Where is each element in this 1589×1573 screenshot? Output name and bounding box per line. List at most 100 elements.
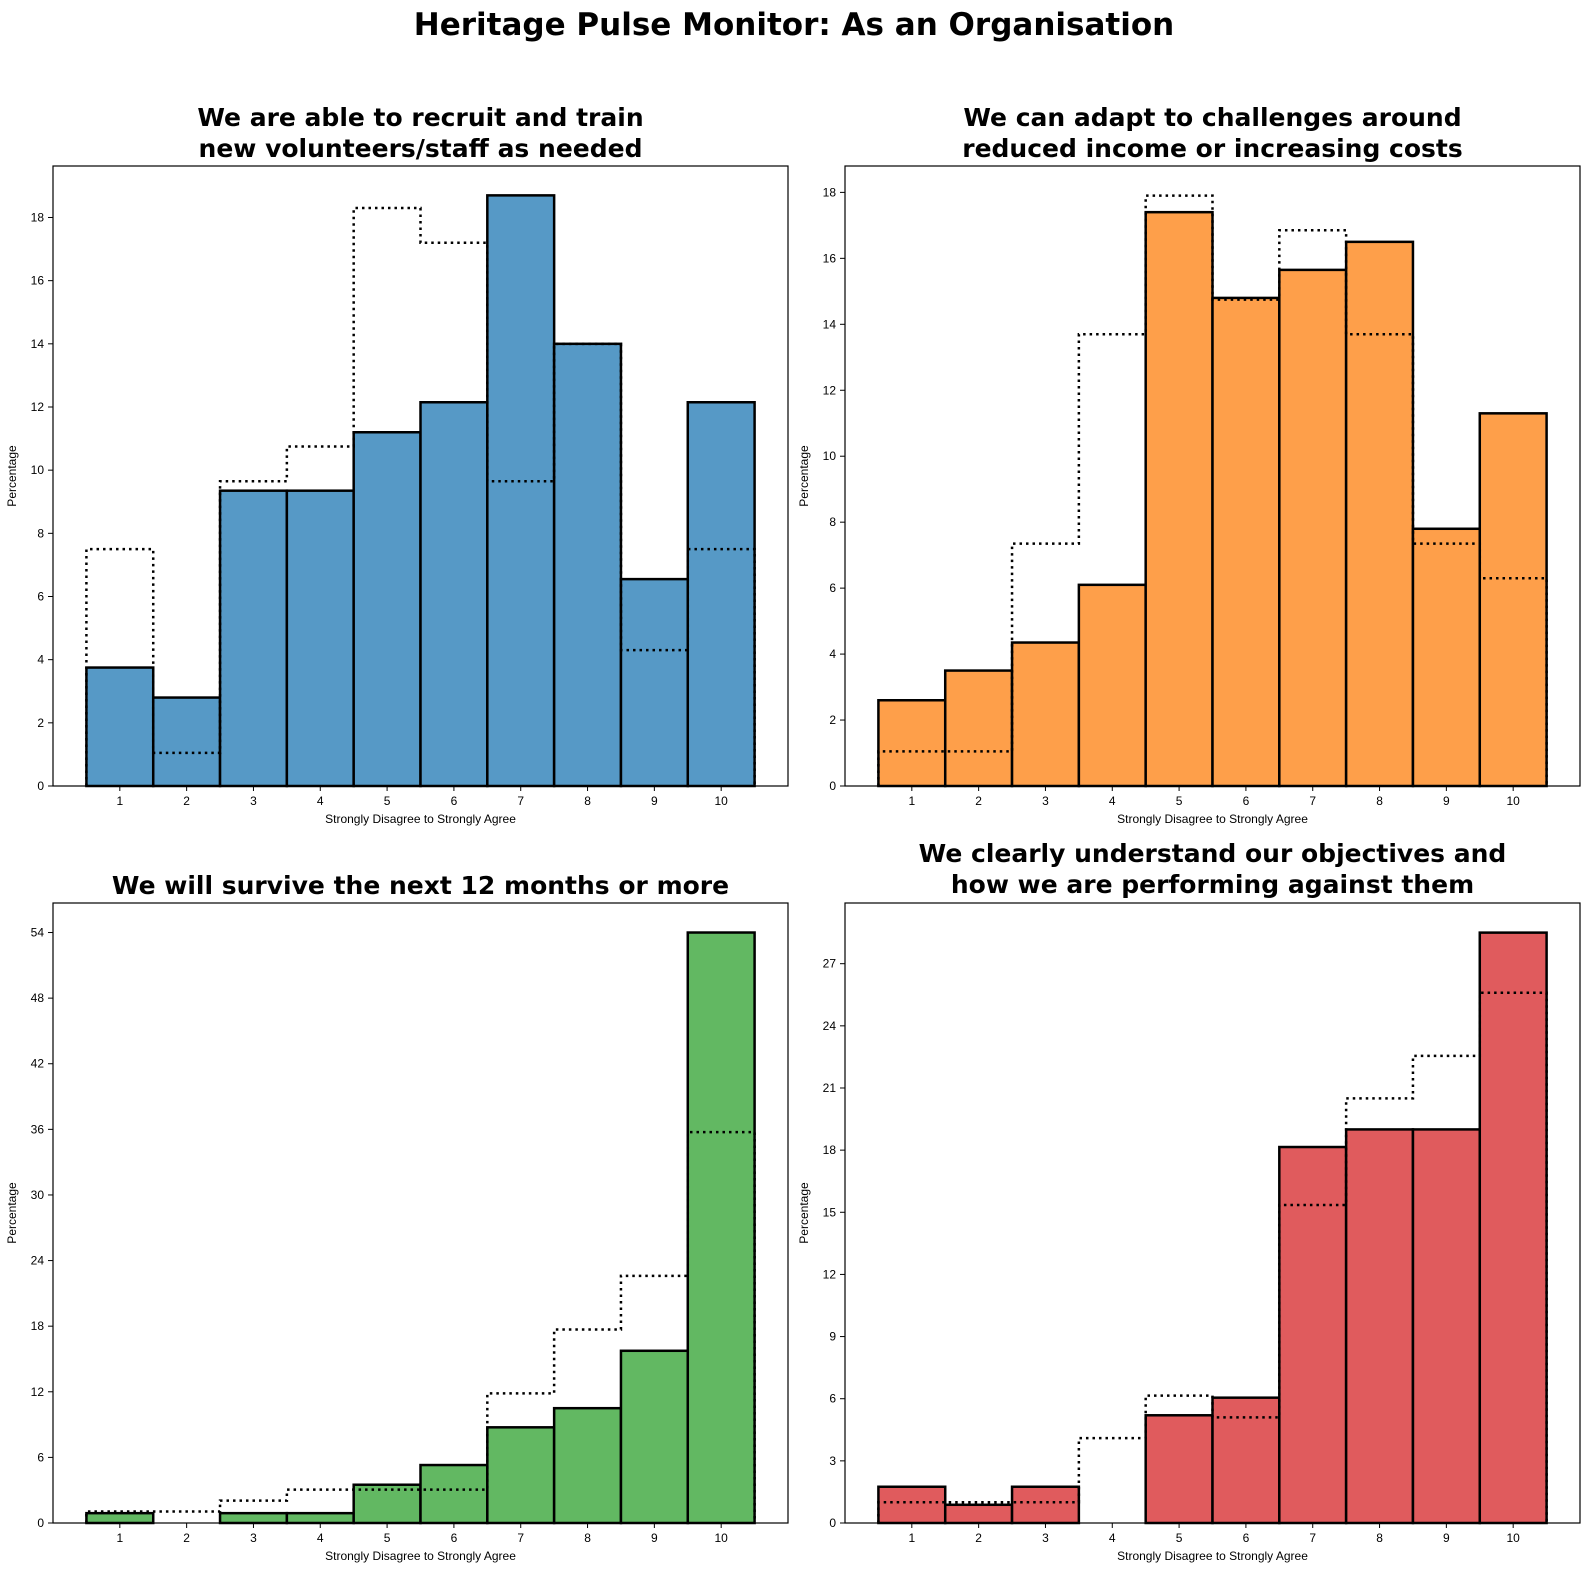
x-tick-label: 9 bbox=[1443, 794, 1450, 808]
y-tick-label: 18 bbox=[823, 185, 837, 199]
plot-frame bbox=[844, 165, 1581, 787]
chart-title-line: We clearly understand our objectives and bbox=[919, 839, 1507, 868]
comparison-outline bbox=[85, 206, 756, 786]
bar-9 bbox=[619, 1349, 690, 1525]
x-tick-label: 6 bbox=[451, 794, 458, 808]
y-axis-label: Percentage bbox=[797, 445, 811, 507]
bar-2 bbox=[943, 669, 1014, 788]
chart-title-line: new volunteers/staff as needed bbox=[199, 134, 643, 163]
x-axis-label: Strongly Disagree to Strongly Agree bbox=[325, 1549, 516, 1563]
x-tick-label: 7 bbox=[517, 794, 524, 808]
y-tick-label: 10 bbox=[31, 463, 45, 477]
y-tick-label: 4 bbox=[37, 653, 44, 667]
x-tick-label: 2 bbox=[975, 794, 982, 808]
x-tick-label: 4 bbox=[317, 1531, 324, 1545]
y-tick-label: 16 bbox=[31, 274, 45, 288]
chart-title-line: We are able to recruit and train bbox=[197, 103, 643, 132]
bar-8 bbox=[552, 342, 623, 788]
x-tick-label: 8 bbox=[584, 1531, 591, 1545]
x-tick-label: 6 bbox=[1243, 1531, 1250, 1545]
y-tick-label: 0 bbox=[37, 1516, 44, 1530]
bar-7 bbox=[486, 1426, 556, 1525]
bar-5 bbox=[352, 431, 422, 788]
x-tick-label: 4 bbox=[1109, 1531, 1116, 1545]
bar-2 bbox=[151, 696, 222, 788]
chart-title-line: We can adapt to challenges around bbox=[963, 103, 1461, 132]
y-tick-label: 15 bbox=[823, 1205, 837, 1219]
x-tick-label: 8 bbox=[1376, 1531, 1383, 1545]
x-axis-label: Strongly Disagree to Strongly Agree bbox=[325, 812, 516, 826]
bar-10 bbox=[686, 401, 756, 788]
y-tick-label: 0 bbox=[829, 779, 836, 793]
x-tick-label: 1 bbox=[116, 794, 123, 808]
x-tick-label: 2 bbox=[183, 1531, 190, 1545]
x-tick-label: 2 bbox=[975, 1531, 982, 1545]
y-tick-label: 9 bbox=[829, 1330, 836, 1344]
bar-4 bbox=[285, 489, 355, 788]
bar-8 bbox=[1344, 240, 1415, 788]
bar-5 bbox=[1144, 1414, 1214, 1525]
y-tick-label: 48 bbox=[31, 991, 45, 1005]
chart-panel-3: We will survive the next 12 months or mo… bbox=[5, 871, 789, 1563]
y-tick-label: 18 bbox=[31, 1319, 45, 1333]
y-tick-label: 16 bbox=[823, 251, 837, 265]
x-tick-label: 1 bbox=[116, 1531, 123, 1545]
y-tick-label: 0 bbox=[829, 1516, 836, 1530]
x-tick-label: 10 bbox=[715, 794, 729, 808]
bar-7 bbox=[1278, 1145, 1348, 1525]
y-tick-label: 24 bbox=[823, 1019, 837, 1033]
x-tick-label: 10 bbox=[1507, 1531, 1521, 1545]
x-tick-label: 5 bbox=[384, 1531, 391, 1545]
y-tick-label: 24 bbox=[31, 1254, 45, 1268]
bar-1 bbox=[877, 699, 947, 788]
y-tick-label: 42 bbox=[31, 1057, 45, 1071]
x-tick-label: 9 bbox=[651, 1531, 658, 1545]
x-tick-label: 5 bbox=[384, 794, 391, 808]
x-tick-label: 4 bbox=[1109, 794, 1116, 808]
x-tick-label: 6 bbox=[451, 1531, 458, 1545]
figure-title: Heritage Pulse Monitor: As an Organisati… bbox=[414, 7, 1174, 43]
bar-6 bbox=[1211, 296, 1281, 788]
y-tick-label: 12 bbox=[823, 1267, 837, 1281]
y-tick-label: 2 bbox=[37, 716, 44, 730]
y-tick-label: 14 bbox=[823, 317, 837, 331]
x-tick-label: 10 bbox=[715, 1531, 729, 1545]
bar-3 bbox=[1010, 641, 1081, 788]
x-tick-label: 5 bbox=[1176, 794, 1183, 808]
y-tick-label: 8 bbox=[829, 515, 836, 529]
bar-1 bbox=[85, 1511, 155, 1525]
y-tick-label: 6 bbox=[829, 1392, 836, 1406]
comparison-outline bbox=[85, 1130, 756, 1523]
bar-10 bbox=[686, 931, 756, 1525]
x-tick-label: 10 bbox=[1507, 794, 1521, 808]
chart-panel-2: We can adapt to challenges aroundreduced… bbox=[797, 103, 1581, 826]
bar-3 bbox=[218, 1511, 289, 1525]
x-tick-label: 2 bbox=[183, 794, 190, 808]
plot-frame bbox=[52, 902, 789, 1524]
bar-7 bbox=[1278, 268, 1348, 788]
x-tick-label: 3 bbox=[250, 1531, 257, 1545]
chart-panel-4: We clearly understand our objectives and… bbox=[797, 839, 1581, 1563]
bar-3 bbox=[1010, 1485, 1081, 1525]
bar-6 bbox=[419, 1463, 489, 1525]
plot-frame bbox=[844, 902, 1581, 1524]
y-tick-label: 54 bbox=[31, 926, 45, 940]
bar-10 bbox=[1478, 412, 1548, 788]
y-tick-label: 27 bbox=[823, 957, 837, 971]
x-tick-label: 1 bbox=[908, 794, 915, 808]
y-tick-label: 6 bbox=[37, 589, 44, 603]
comparison-outline bbox=[877, 194, 1548, 786]
bar-7 bbox=[486, 194, 556, 788]
y-tick-label: 21 bbox=[823, 1081, 837, 1095]
x-tick-label: 7 bbox=[1309, 1531, 1316, 1545]
chart-title-line: We will survive the next 12 months or mo… bbox=[112, 871, 729, 900]
bar-5 bbox=[352, 1483, 422, 1525]
bar-5 bbox=[1144, 210, 1214, 788]
y-tick-label: 12 bbox=[31, 1385, 45, 1399]
x-tick-label: 4 bbox=[317, 794, 324, 808]
x-tick-label: 1 bbox=[908, 1531, 915, 1545]
y-tick-label: 10 bbox=[823, 449, 837, 463]
bar-10 bbox=[1478, 931, 1548, 1525]
